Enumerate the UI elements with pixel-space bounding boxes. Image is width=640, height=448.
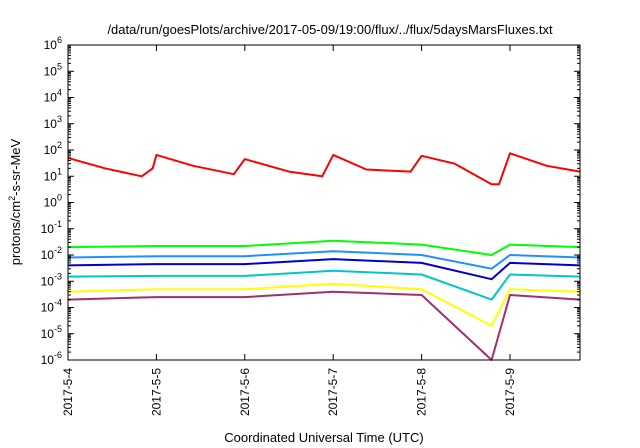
y-tick-label: 102 xyxy=(44,140,62,157)
x-tick-label: 2017-5-5 xyxy=(149,368,163,416)
x-tick-label: 2017-5-8 xyxy=(415,368,429,416)
x-tick-label: 2017-5-7 xyxy=(326,368,340,416)
y-tick-label: 101 xyxy=(44,166,62,183)
y-axis-label: protons/cm2-s-sr-MeV xyxy=(7,138,23,265)
y-tick-label: 10-1 xyxy=(41,219,62,236)
x-tick-label: 2017-5-6 xyxy=(238,368,252,416)
y-tick-label: 10-6 xyxy=(41,350,62,367)
y-tick-label: 100 xyxy=(44,193,62,210)
y-tick-label: 10-5 xyxy=(41,324,62,341)
series-layer xyxy=(67,152,581,361)
plot-frame xyxy=(67,44,581,361)
series-line-4 xyxy=(67,258,581,281)
x-tick-label: 2017-5-9 xyxy=(503,368,517,416)
series-line-1 xyxy=(67,152,581,186)
y-tick-label: 106 xyxy=(44,35,62,52)
y-axis: 10-6 10-5 10-4 10-3 10-2 10-1 100 101 102 103 104 1… xyxy=(41,35,580,367)
x-axis-label: Coordinated Universal Time (UTC) xyxy=(224,430,423,445)
y-tick-label: 10-2 xyxy=(41,245,62,262)
x-tick-label: 2017-5-4 xyxy=(61,368,75,416)
series-line-7 xyxy=(67,290,581,361)
series-line-2 xyxy=(67,239,581,256)
series-line-5 xyxy=(67,269,581,301)
y-axis-label-main: protons/cm xyxy=(8,201,23,265)
y-tick-label: 104 xyxy=(44,88,62,105)
series-line-3 xyxy=(67,250,581,270)
x-axis: 2017-5-4 2017-5-5 2017-5-6 2017-5-7 2017-5-8… xyxy=(61,45,517,416)
y-tick-label: 103 xyxy=(44,114,62,131)
y-axis-label-sup: 2 xyxy=(7,196,17,201)
y-axis-label-tail: -s-sr-MeV xyxy=(8,138,23,195)
chart-title: /data/run/goesPlots/archive/2017-05-09/1… xyxy=(107,22,553,37)
y-tick-label: 10-3 xyxy=(41,271,62,288)
y-tick-label: 10-4 xyxy=(41,298,62,315)
y-tick-label: 105 xyxy=(44,61,62,78)
series-line-6 xyxy=(67,282,581,327)
